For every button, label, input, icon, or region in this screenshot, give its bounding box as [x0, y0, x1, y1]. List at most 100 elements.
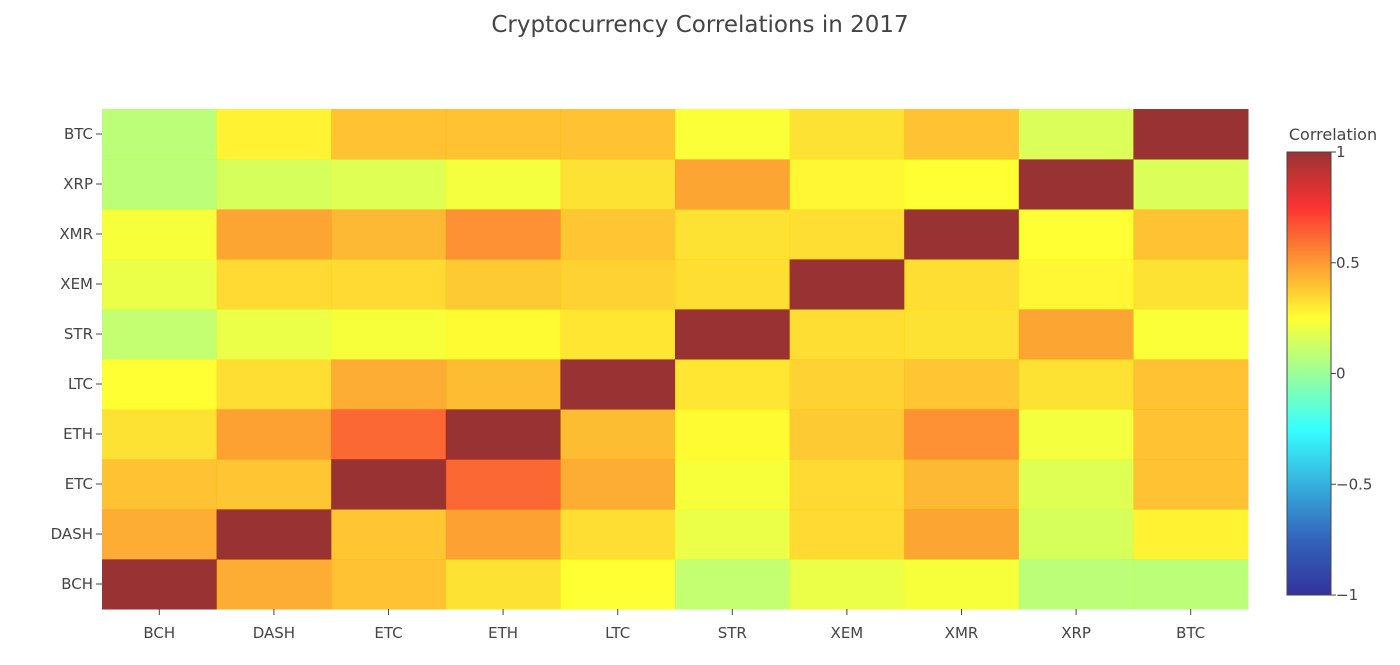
heatmap-cell-DASH-XRP[interactable] [1018, 509, 1134, 560]
heatmap-cell-XMR-XEM[interactable] [789, 209, 905, 260]
heatmap-cell-BCH-DASH[interactable] [216, 559, 332, 610]
heatmap-cell-LTC-BCH[interactable] [102, 359, 218, 410]
heatmap-cell-ETH-XRP[interactable] [1018, 409, 1134, 460]
heatmap-cell-LTC-BTC[interactable] [1133, 359, 1249, 410]
heatmap-cell-XMR-BCH[interactable] [102, 209, 218, 260]
heatmap-cell-LTC-XRP[interactable] [1018, 359, 1134, 410]
heatmap-cell-BTC-XMR[interactable] [904, 109, 1020, 160]
heatmap-cell-XRP-STR[interactable] [675, 159, 791, 210]
heatmap-cell-BTC-LTC[interactable] [560, 109, 676, 160]
heatmap-cell-XEM-XEM[interactable] [789, 259, 905, 310]
heatmap-cell-ETC-STR[interactable] [675, 459, 791, 510]
heatmap-cell-XMR-XRP[interactable] [1018, 209, 1134, 260]
heatmap-cell-ETH-ETH[interactable] [445, 409, 561, 460]
heatmap-cell-ETC-LTC[interactable] [560, 459, 676, 510]
heatmap-cell-XMR-ETH[interactable] [445, 209, 561, 260]
heatmap-cell-XRP-XRP[interactable] [1018, 159, 1134, 210]
heatmap-cell-BCH-ETH[interactable] [445, 559, 561, 610]
heatmap-cell-BCH-ETC[interactable] [331, 559, 447, 610]
heatmap-cell-LTC-XEM[interactable] [789, 359, 905, 410]
heatmap-cell-ETC-BTC[interactable] [1133, 459, 1249, 510]
heatmap-cell-BCH-XMR[interactable] [904, 559, 1020, 610]
heatmap-cell-ETH-DASH[interactable] [216, 409, 332, 460]
heatmap-cell-LTC-STR[interactable] [675, 359, 791, 410]
heatmap-cell-ETH-STR[interactable] [675, 409, 791, 460]
heatmap-cell-ETH-ETC[interactable] [331, 409, 447, 460]
heatmap-cell-ETC-DASH[interactable] [216, 459, 332, 510]
heatmap-cell-XEM-BCH[interactable] [102, 259, 218, 310]
heatmap-cell-XRP-ETC[interactable] [331, 159, 447, 210]
heatmap-cell-ETH-XMR[interactable] [904, 409, 1020, 460]
heatmap-cell-BTC-DASH[interactable] [216, 109, 332, 160]
heatmap-cell-XRP-XMR[interactable] [904, 159, 1020, 210]
heatmap-cell-STR-XRP[interactable] [1018, 309, 1134, 360]
heatmap-cell-XEM-STR[interactable] [675, 259, 791, 310]
heatmap-cell-LTC-ETC[interactable] [331, 359, 447, 410]
heatmap-cell-STR-ETC[interactable] [331, 309, 447, 360]
heatmap-cell-XEM-LTC[interactable] [560, 259, 676, 310]
heatmap-cell-STR-ETH[interactable] [445, 309, 561, 360]
heatmap-cell-ETC-XEM[interactable] [789, 459, 905, 510]
heatmap-cell-LTC-DASH[interactable] [216, 359, 332, 410]
heatmap-cell-BTC-ETC[interactable] [331, 109, 447, 160]
heatmap-cell-DASH-STR[interactable] [675, 509, 791, 560]
heatmap-cell-ETC-BCH[interactable] [102, 459, 218, 510]
heatmap-cell-LTC-ETH[interactable] [445, 359, 561, 410]
heatmap-cell-BTC-XEM[interactable] [789, 109, 905, 160]
heatmap-cell-XEM-XRP[interactable] [1018, 259, 1134, 310]
heatmap-cell-STR-BCH[interactable] [102, 309, 218, 360]
heatmap-cell-BCH-STR[interactable] [675, 559, 791, 610]
heatmap-cell-DASH-XEM[interactable] [789, 509, 905, 560]
heatmap-cell-STR-XMR[interactable] [904, 309, 1020, 360]
heatmap-cell-DASH-LTC[interactable] [560, 509, 676, 560]
heatmap-cell-STR-LTC[interactable] [560, 309, 676, 360]
heatmap-cell-XMR-ETC[interactable] [331, 209, 447, 260]
heatmap-cell-XMR-LTC[interactable] [560, 209, 676, 260]
heatmap-cell-XEM-ETC[interactable] [331, 259, 447, 310]
heatmap-cell-XRP-ETH[interactable] [445, 159, 561, 210]
heatmap-cell-STR-DASH[interactable] [216, 309, 332, 360]
heatmap-cell-ETH-LTC[interactable] [560, 409, 676, 460]
heatmap-cell-XMR-BTC[interactable] [1133, 209, 1249, 260]
heatmap-cell-STR-BTC[interactable] [1133, 309, 1249, 360]
heatmap-cell-ETC-XRP[interactable] [1018, 459, 1134, 510]
heatmap-cell-STR-STR[interactable] [675, 309, 791, 360]
heatmap-cell-ETH-XEM[interactable] [789, 409, 905, 460]
heatmap-cell-XEM-BTC[interactable] [1133, 259, 1249, 310]
heatmap-cell-BTC-STR[interactable] [675, 109, 791, 160]
heatmap-cell-LTC-XMR[interactable] [904, 359, 1020, 410]
heatmap-cell-XRP-LTC[interactable] [560, 159, 676, 210]
heatmap-cell-ETH-BCH[interactable] [102, 409, 218, 460]
heatmap-cell-XEM-DASH[interactable] [216, 259, 332, 310]
heatmap-cell-BCH-XEM[interactable] [789, 559, 905, 610]
heatmap-cell-BTC-XRP[interactable] [1018, 109, 1134, 160]
heatmap-cell-XRP-BTC[interactable] [1133, 159, 1249, 210]
heatmap-cell-BCH-LTC[interactable] [560, 559, 676, 610]
heatmap-cell-STR-XEM[interactable] [789, 309, 905, 360]
heatmap-cell-BCH-BCH[interactable] [102, 559, 218, 610]
heatmap-cell-XEM-XMR[interactable] [904, 259, 1020, 310]
heatmap-cell-LTC-LTC[interactable] [560, 359, 676, 410]
heatmap-cell-DASH-BCH[interactable] [102, 509, 218, 560]
heatmap-cell-XMR-DASH[interactable] [216, 209, 332, 260]
heatmap-cell-DASH-ETC[interactable] [331, 509, 447, 560]
heatmap-cell-DASH-DASH[interactable] [216, 509, 332, 560]
heatmap-cell-BCH-XRP[interactable] [1018, 559, 1134, 610]
heatmap-cell-DASH-XMR[interactable] [904, 509, 1020, 560]
heatmap-cell-BTC-ETH[interactable] [445, 109, 561, 160]
heatmap-cell-ETC-XMR[interactable] [904, 459, 1020, 510]
heatmap-cell-XMR-STR[interactable] [675, 209, 791, 260]
heatmap-cell-XRP-XEM[interactable] [789, 159, 905, 210]
heatmap-cell-XRP-BCH[interactable] [102, 159, 218, 210]
heatmap-cell-DASH-BTC[interactable] [1133, 509, 1249, 560]
heatmap-cell-BTC-BCH[interactable] [102, 109, 218, 160]
heatmap-cell-BTC-BTC[interactable] [1133, 109, 1249, 160]
heatmap-cell-ETC-ETH[interactable] [445, 459, 561, 510]
heatmap-cell-DASH-ETH[interactable] [445, 509, 561, 560]
heatmap-cell-XMR-XMR[interactable] [904, 209, 1020, 260]
heatmap-cell-ETH-BTC[interactable] [1133, 409, 1249, 460]
heatmap-cell-XRP-DASH[interactable] [216, 159, 332, 210]
heatmap-cell-BCH-BTC[interactable] [1133, 559, 1249, 610]
heatmap-cell-XEM-ETH[interactable] [445, 259, 561, 310]
heatmap-cell-ETC-ETC[interactable] [331, 459, 447, 510]
